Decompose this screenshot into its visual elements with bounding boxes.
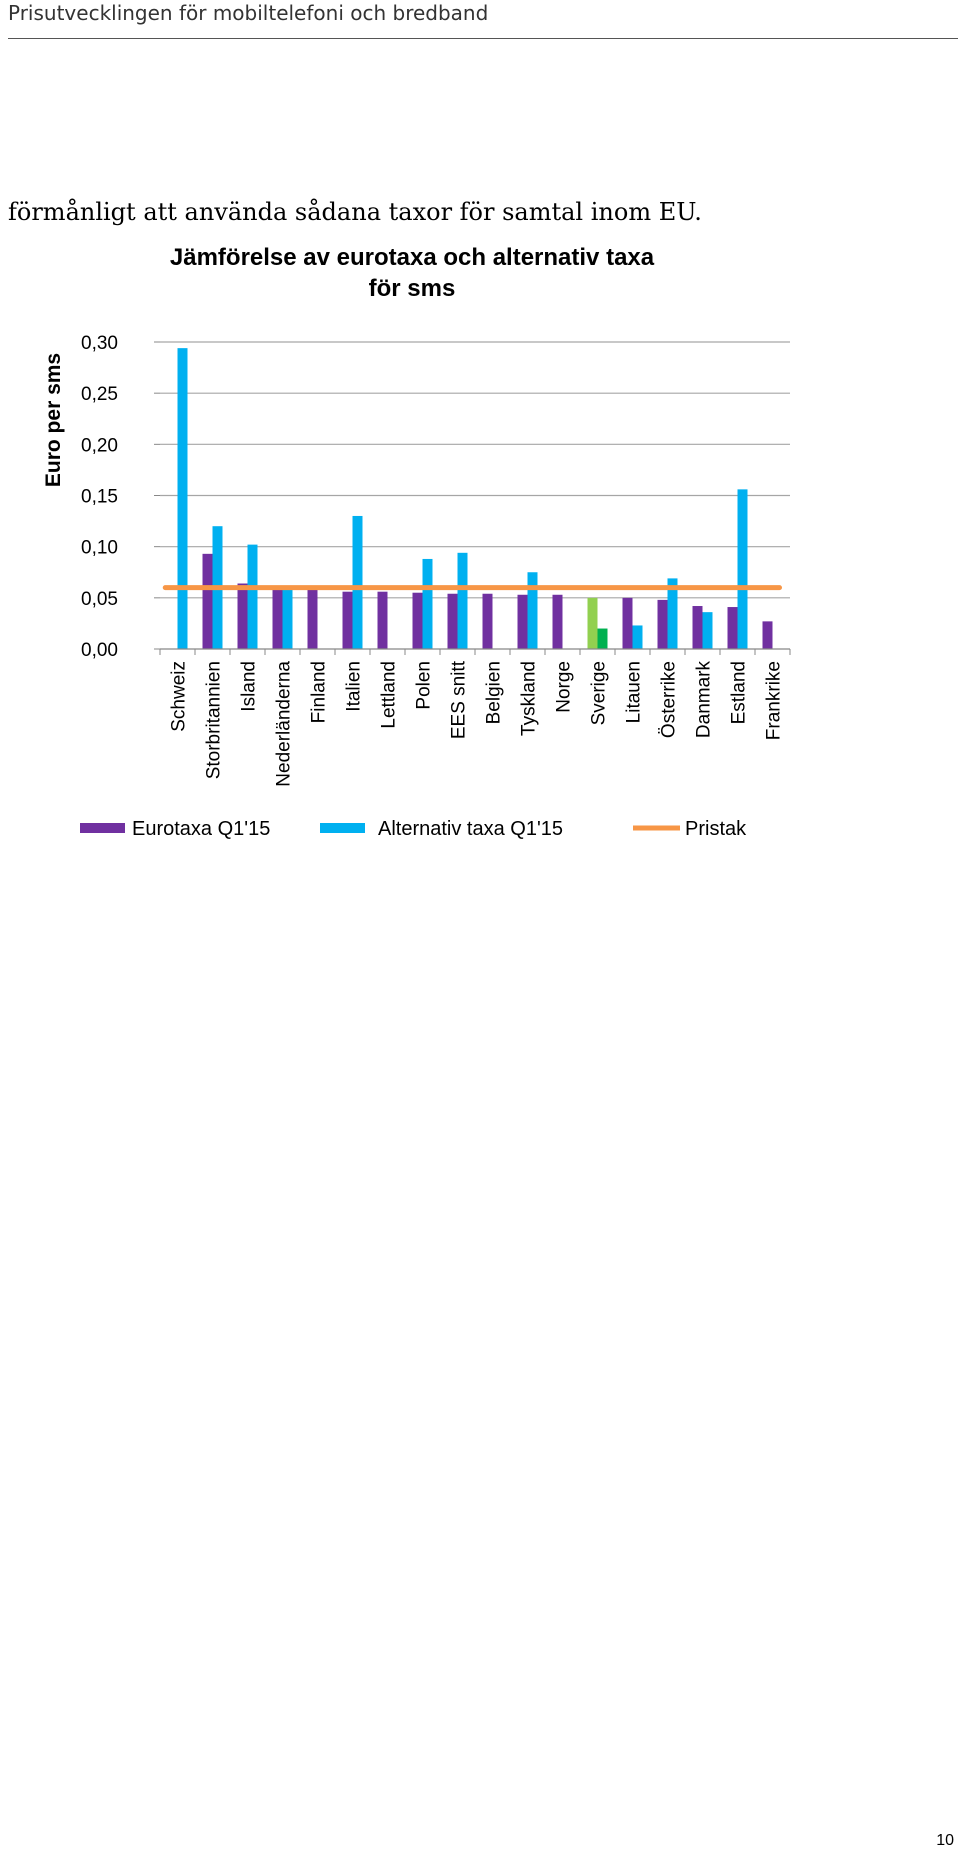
- bar-alternativ-12: [597, 628, 608, 649]
- y-tick-labels: 0,00 0,05 0,10 0,15 0,20 0,25 0,30: [81, 333, 118, 661]
- sms-price-chart: Jämförelse av eurotaxa och alternativ ta…: [42, 244, 791, 840]
- chart-title-line-2: för sms: [369, 275, 456, 302]
- bar-alternativ-10: [527, 572, 538, 649]
- bar-eurotaxa-3: [272, 589, 283, 649]
- bar-eurotaxa-6: [377, 591, 388, 649]
- bar-eurotaxa-7: [412, 592, 423, 649]
- bar-alternativ-16: [737, 489, 748, 649]
- legend-swatch-alternativ: [320, 823, 365, 833]
- bar-alternativ-2: [247, 544, 258, 649]
- bar-alternativ-7: [422, 558, 433, 649]
- x-tick-label: Nederländerna: [274, 661, 295, 787]
- x-tick-label: Danmark: [694, 661, 715, 739]
- x-tick-label: Schweiz: [169, 661, 190, 732]
- y-tick-label: 0,00: [81, 640, 118, 661]
- bar-eurotaxa-12: [587, 597, 598, 649]
- x-tick-label: Lettland: [379, 661, 400, 729]
- x-tick-label: Island: [239, 661, 260, 712]
- legend-label-pristak: Pristak: [685, 818, 747, 840]
- legend: Eurotaxa Q1'15 Alternativ taxa Q1'15 Prist…: [80, 818, 747, 840]
- y-tick-label: 0,15: [81, 487, 118, 508]
- x-tick-label: EES snitt: [449, 660, 470, 739]
- y-tick-label: 0,30: [81, 333, 118, 354]
- bar-eurotaxa-1: [202, 553, 213, 649]
- body-text: förmånligt att använda sådana taxor för …: [8, 198, 702, 226]
- bar-eurotaxa-13: [622, 597, 633, 649]
- bar-alternativ-8: [457, 552, 468, 649]
- header-title: Prisutvecklingen för mobiltelefoni och b…: [8, 1, 489, 25]
- bar-alternativ-14: [667, 578, 678, 649]
- bar-eurotaxa-16: [727, 607, 738, 649]
- y-tick-label: 0,25: [81, 384, 118, 405]
- y-tick-label: 0,10: [81, 538, 118, 559]
- y-axis-label: Euro per sms: [42, 353, 65, 487]
- x-tick-label: Sverige: [589, 661, 610, 725]
- bar-eurotaxa-10: [517, 594, 528, 649]
- legend-swatch-eurotaxa: [80, 823, 125, 833]
- x-tick-label: Tyskland: [519, 661, 540, 736]
- bar-alternativ-0: [177, 348, 188, 649]
- x-tick-label: Belgien: [484, 661, 505, 724]
- y-tick-label: 0,05: [81, 589, 118, 610]
- x-tick-label: Storbritannien: [204, 661, 225, 779]
- bar-eurotaxa-9: [482, 593, 493, 649]
- chart-title-line-1: Jämförelse av eurotaxa och alternativ ta…: [170, 244, 655, 271]
- x-tick-label: Norge: [554, 661, 575, 713]
- gridlines: [154, 341, 790, 650]
- x-tick-label: Litauen: [624, 661, 645, 723]
- x-tick-label: Frankrike: [764, 661, 785, 740]
- x-tick-labels: Schweiz Storbritannien Island Nederländerna…: [169, 660, 785, 786]
- legend-label-eurotaxa: Eurotaxa Q1'15: [132, 818, 270, 840]
- bar-eurotaxa-14: [657, 599, 668, 649]
- bar-alternativ-15: [702, 612, 713, 649]
- bar-eurotaxa-15: [692, 606, 703, 649]
- x-axis: [159, 648, 791, 655]
- bar-alternativ-3: [282, 589, 293, 649]
- bar-eurotaxa-8: [447, 593, 458, 649]
- x-tick-label: Polen: [414, 661, 435, 710]
- x-tick-label: Estland: [729, 661, 750, 724]
- bar-alternativ-5: [352, 515, 363, 649]
- legend-label-alternativ: Alternativ taxa Q1'15: [378, 818, 563, 840]
- x-tick-label: Italien: [344, 661, 365, 712]
- bar-alternativ-13: [632, 625, 643, 649]
- x-tick-label: Österrike: [659, 661, 680, 738]
- bar-eurotaxa-4: [307, 589, 318, 649]
- bar-eurotaxa-2: [237, 583, 248, 649]
- page-header: Prisutvecklingen för mobiltelefoni och b…: [8, 0, 958, 39]
- page-number: 10: [936, 1832, 954, 1849]
- x-tick-label: Finland: [309, 661, 330, 723]
- bar-eurotaxa-11: [552, 594, 563, 649]
- bar-eurotaxa-17: [762, 621, 773, 649]
- y-tick-label: 0,20: [81, 435, 118, 456]
- bar-eurotaxa-5: [342, 591, 353, 649]
